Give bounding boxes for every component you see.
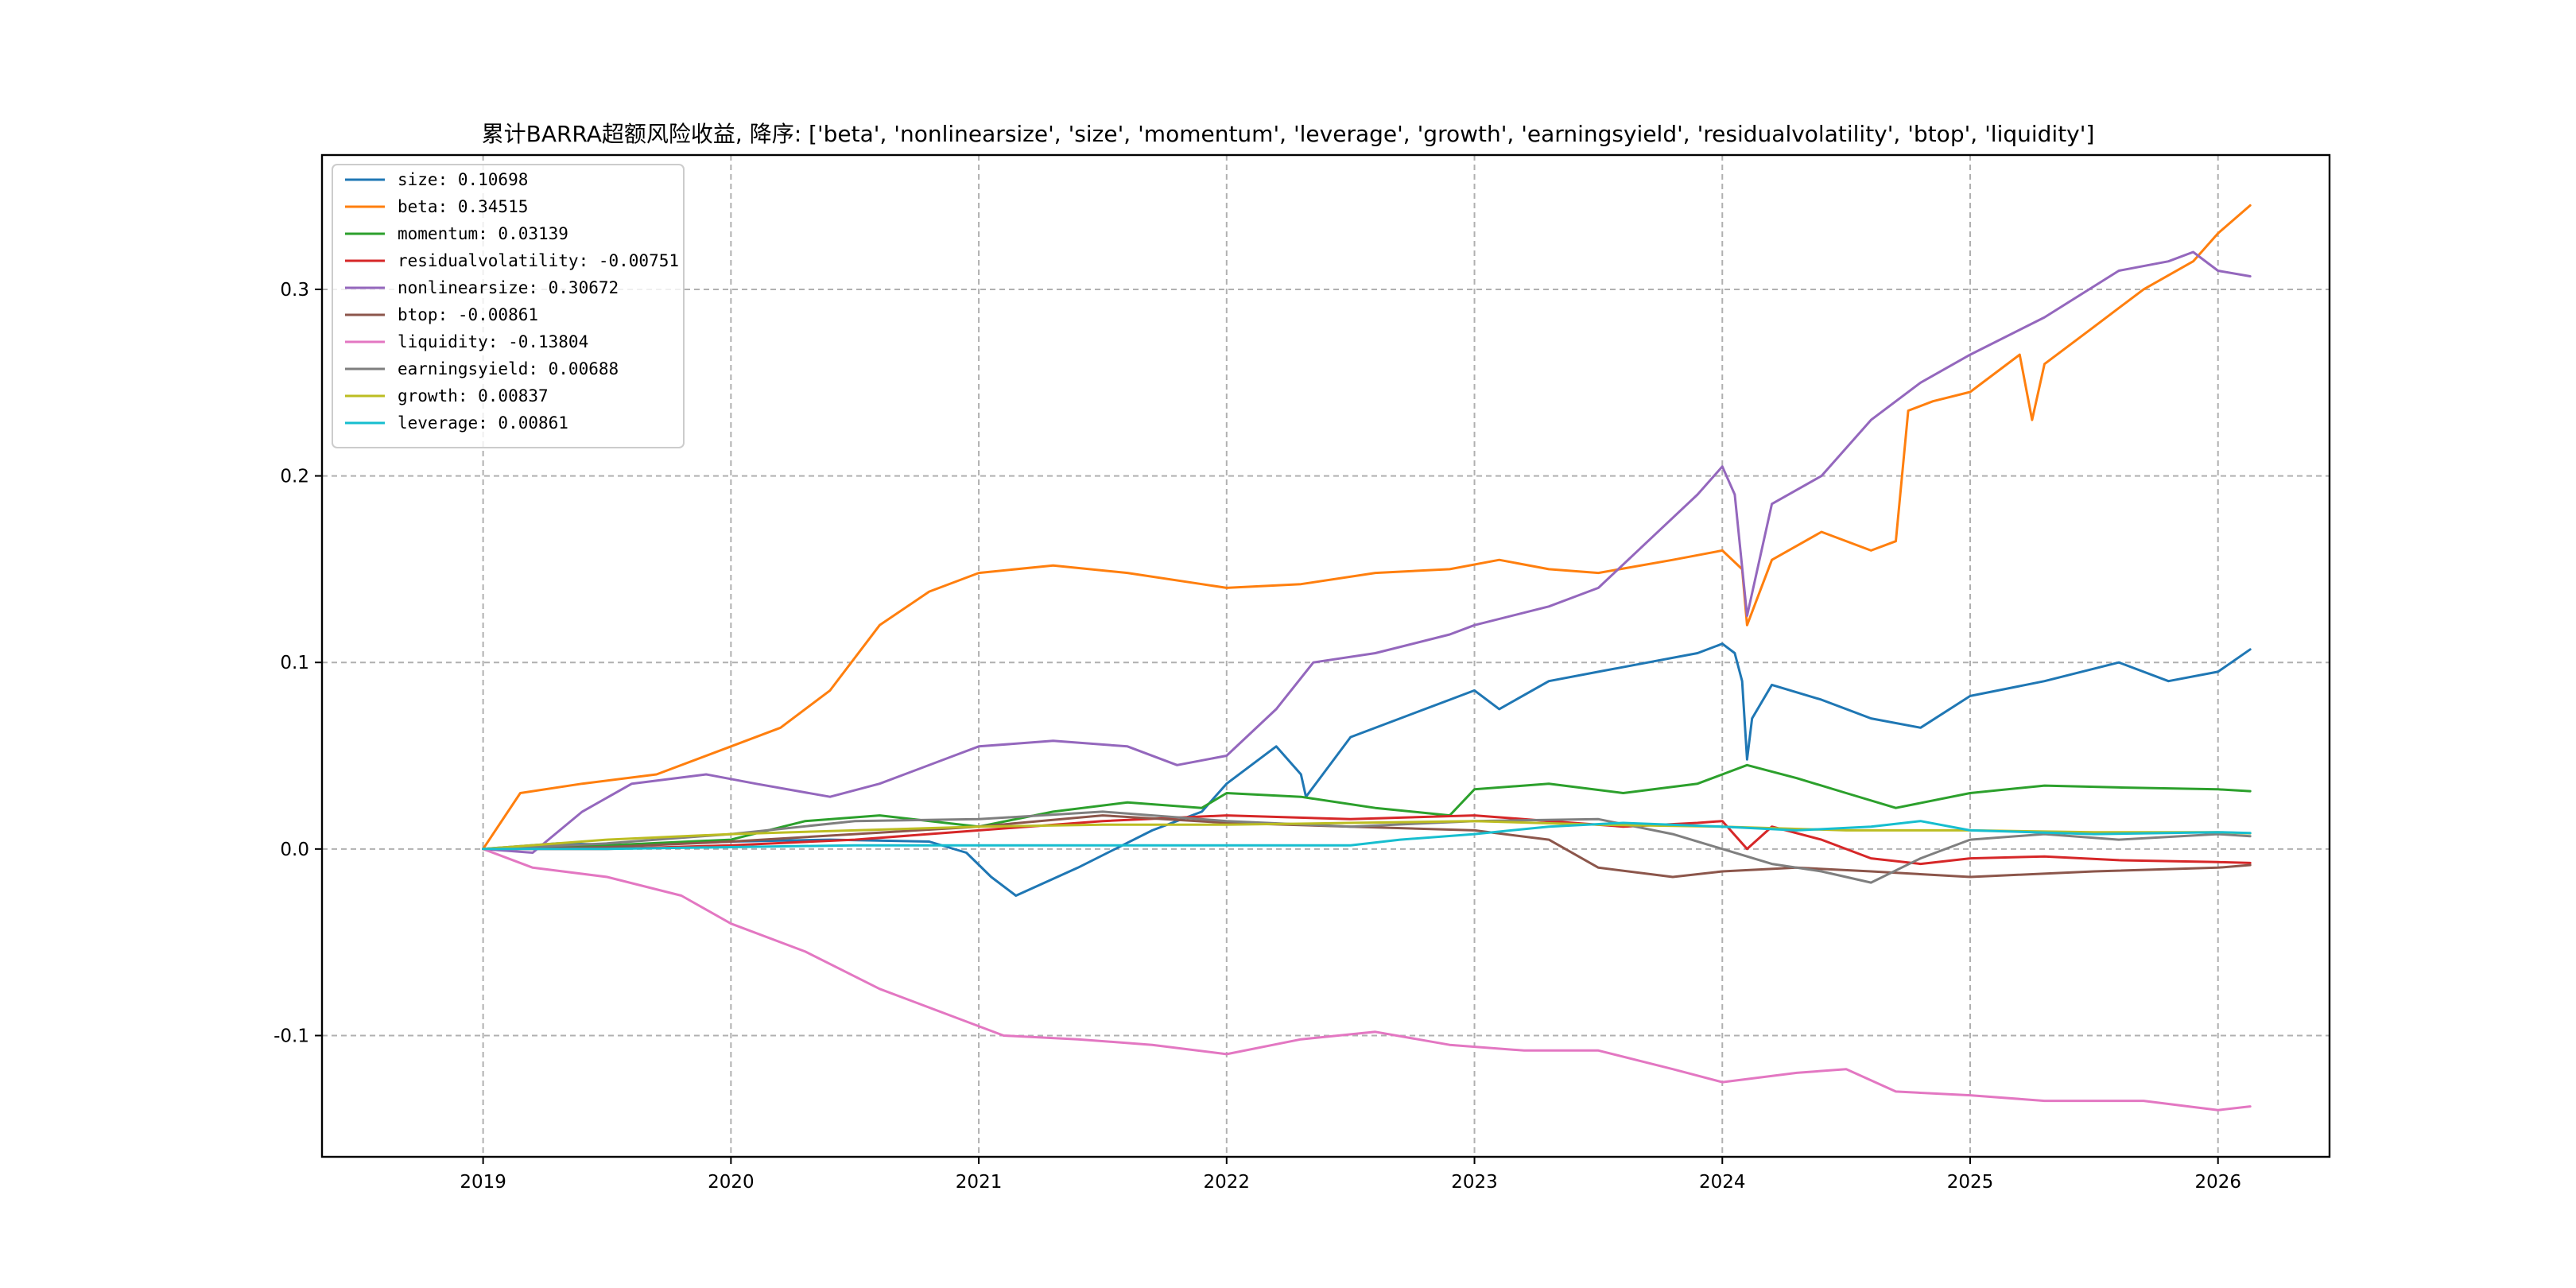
x-tick-label: 2025 [1947,1172,1994,1193]
y-tick-label: 0.1 [280,653,309,673]
y-tick-label: 0.2 [280,467,309,487]
legend-entry-earningsyield: earningsyield: 0.00688 [398,359,619,378]
series-lines [482,204,2252,1111]
series-line-btop [482,814,2252,879]
series-line-residualvolatility [482,814,2252,866]
series-line-beta [482,204,2252,851]
y-axis-ticks: -0.1 0.0 0.1 0.2 0.3 [274,280,322,1046]
x-tick-label: 2019 [460,1172,506,1193]
x-tick-label: 2020 [708,1172,755,1193]
series-line-nonlinearsize [482,250,2252,854]
legend-entry-size: size: 0.10698 [398,170,528,189]
legend-entry-growth: growth: 0.00837 [398,386,549,405]
series-line-size [482,642,2252,897]
x-tick-label: 2024 [1699,1172,1746,1193]
legend-entry-beta: beta: 0.34515 [398,197,528,216]
legend-entry-leverage: leverage: 0.00861 [398,413,568,433]
x-tick-label: 2023 [1451,1172,1498,1193]
legend-box [332,164,685,448]
series-line-earningsyield [482,810,2252,884]
x-tick-label: 2022 [1204,1172,1251,1193]
x-tick-label: 2021 [956,1172,1003,1193]
plot-frame [320,153,2331,1158]
y-tick-label: -0.1 [274,1026,309,1046]
series-line-leverage [482,820,2252,851]
legend: size: 0.10698 beta: 0.34515 momentum: 0.03… [332,164,685,448]
y-tick-label: 0.3 [280,280,309,301]
chart-title: 累计BARRA超额风险收益, 降序: ['beta', 'nonlinearsi… [482,121,2095,147]
legend-entry-residualvolatility: residualvolatility: -0.00751 [398,251,679,270]
legend-entry-nonlinearsize: nonlinearsize: 0.30672 [398,278,619,297]
legend-entry-btop: btop: -0.00861 [398,305,538,324]
y-tick-label: 0.0 [280,840,309,860]
x-axis-ticks: 2019 2020 2021 2022 2023 2024 2025 2026 [460,1157,2241,1193]
legend-entry-liquidity: liquidity: -0.13804 [398,332,588,351]
grid [322,155,2330,1157]
legend-entry-momentum: momentum: 0.03139 [398,224,568,243]
series-line-liquidity [482,848,2252,1111]
x-tick-label: 2026 [2194,1172,2241,1193]
